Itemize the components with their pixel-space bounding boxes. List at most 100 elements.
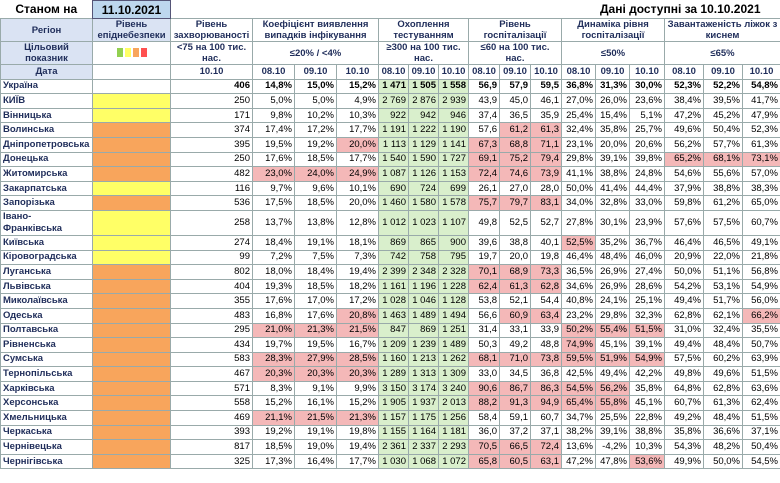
value: 28,6% xyxy=(629,278,665,295)
value: 65,4% xyxy=(561,395,596,412)
data-available: Дані доступні за 10.10.2021 xyxy=(600,2,761,17)
value: 47,8% xyxy=(595,453,630,470)
value: 74,6 xyxy=(499,166,531,182)
value: 36,0 xyxy=(468,424,500,441)
date: 09.10 xyxy=(703,64,743,80)
date: 10.10 xyxy=(438,64,469,80)
value: 25,1% xyxy=(629,293,665,309)
group-header: Рівень госпіталізації xyxy=(468,18,562,42)
value: 18,5% xyxy=(294,195,337,211)
value: 38,4% xyxy=(664,93,704,109)
value: 1 107 xyxy=(438,209,469,236)
value: 62,8 xyxy=(530,278,562,295)
value: 56,9 xyxy=(468,78,500,95)
value: 51,5% xyxy=(742,366,780,382)
value: 19,5% xyxy=(294,337,337,353)
value: 15,4% xyxy=(595,107,630,124)
region-row: Вінницька 171 9,8% 10,2% 10,3% 922 942 946 37,4 3… xyxy=(0,107,780,124)
value: 19,2% xyxy=(294,136,337,153)
value: 65,0% xyxy=(742,195,780,211)
value: 65,8 xyxy=(468,453,500,470)
value: 482 xyxy=(170,166,253,182)
value: 50,2% xyxy=(561,322,596,339)
value: 66,5 xyxy=(499,439,531,455)
value: 29,8% xyxy=(595,307,630,324)
value: 26,9% xyxy=(595,278,630,295)
value: 16,7% xyxy=(336,337,379,353)
value: 74,9% xyxy=(561,337,596,353)
value: 53,1% xyxy=(703,278,743,295)
value: 23,9% xyxy=(629,209,665,236)
value: 355 xyxy=(170,293,253,309)
date: 10.10 xyxy=(530,64,562,80)
value: 1 068 xyxy=(408,453,439,470)
top-row: Станом на 11.10.2021 Дані доступні за 10… xyxy=(1,0,780,19)
value: 24,0% xyxy=(294,166,337,182)
value: 865 xyxy=(408,234,439,251)
value: 61,2% xyxy=(703,195,743,211)
value: 55,4% xyxy=(595,322,630,339)
value: 51,1% xyxy=(703,264,743,280)
value: 1 262 xyxy=(438,351,469,368)
value: 62,4 xyxy=(468,278,500,295)
value: 2 293 xyxy=(438,439,469,455)
level xyxy=(92,322,171,339)
value: 34,6% xyxy=(561,278,596,295)
value: 847 xyxy=(378,322,409,339)
region-row: Донецька 250 17,6% 18,5% 17,7% 1 540 1 590 1 72… xyxy=(0,151,780,168)
value: 18,4% xyxy=(252,234,295,251)
value: 18,5% xyxy=(294,278,337,295)
level xyxy=(92,107,171,124)
value: 21,5% xyxy=(294,410,337,426)
value: 406 xyxy=(170,78,253,95)
value: 70,5 xyxy=(468,439,500,455)
value: 258 xyxy=(170,209,253,236)
value: 27,0 xyxy=(499,180,531,197)
value: 5,1% xyxy=(629,107,665,124)
value: 1 540 xyxy=(378,151,409,168)
value: 17,6% xyxy=(252,151,295,168)
value: 20,9% xyxy=(664,249,704,266)
value: 37,4 xyxy=(468,107,500,124)
value: 1 905 xyxy=(378,395,409,412)
value: 9,8% xyxy=(252,107,295,124)
value: 63,4 xyxy=(530,307,562,324)
value: 12,8% xyxy=(336,209,379,236)
value: 21,5% xyxy=(336,322,379,339)
region-row: Черкаська 393 19,2% 19,1% 19,8% 1 155 1 164 1 1… xyxy=(0,424,780,441)
value: 1 164 xyxy=(408,424,439,441)
value: 37,9% xyxy=(664,180,704,197)
value: 53,8 xyxy=(468,293,500,309)
value: 42,5% xyxy=(561,366,596,382)
value: 20,0 xyxy=(499,249,531,266)
value: 36,8% xyxy=(561,78,596,95)
value: 68,1% xyxy=(703,151,743,168)
value: 46,4% xyxy=(664,234,704,251)
region: Луганська xyxy=(0,264,93,280)
value: 39,8% xyxy=(629,151,665,168)
value: 25,4% xyxy=(561,107,596,124)
target-label: Цільовий показник xyxy=(0,41,93,65)
value: 79,7 xyxy=(499,195,531,211)
region: Київська xyxy=(0,234,93,251)
value: 55,6% xyxy=(703,166,743,182)
value: 9,1% xyxy=(294,380,337,397)
value: 2 361 xyxy=(378,439,409,455)
value: 1 590 xyxy=(408,151,439,168)
value: 30,0% xyxy=(629,78,665,95)
value: 54,9% xyxy=(742,278,780,295)
value: 49,8% xyxy=(664,366,704,382)
value: 1 222 xyxy=(408,122,439,138)
region: Черкаська xyxy=(0,424,93,441)
value: 57,9 xyxy=(499,78,531,95)
value: 10,1% xyxy=(336,180,379,197)
level xyxy=(92,410,171,426)
level xyxy=(92,264,171,280)
value: 38,8 xyxy=(499,234,531,251)
date: 09.10 xyxy=(408,64,439,80)
value: 48,4% xyxy=(703,410,743,426)
value: -4,2% xyxy=(595,439,630,455)
value: 49,4% xyxy=(595,366,630,382)
value: 3 174 xyxy=(408,380,439,397)
value: 24,8% xyxy=(629,166,665,182)
